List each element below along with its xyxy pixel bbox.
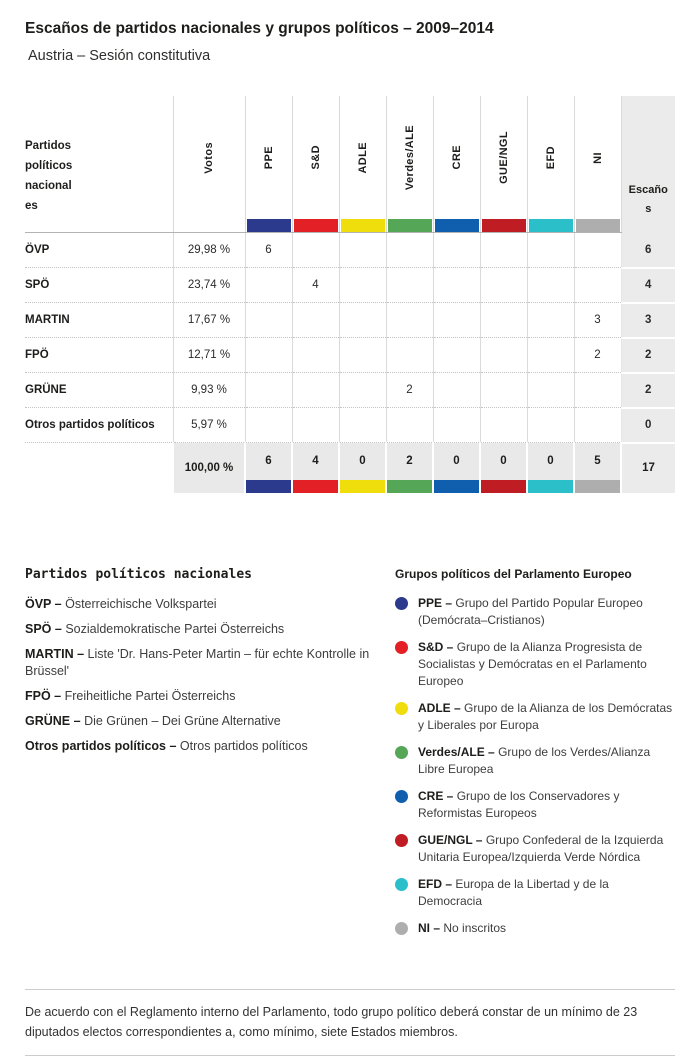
legend-parties-heading: Partidos políticos nacionales xyxy=(25,566,252,582)
legend-party-item: FPÖ – Freiheitliche Partei Österreichs xyxy=(25,688,236,703)
legend-group-item: EFD – Europa de la Libertad y de la Demo… xyxy=(395,876,675,910)
votes-cell: 12,71 % xyxy=(172,337,245,373)
total-votes: 100,00 % xyxy=(172,442,245,493)
table-row-fpo: FPÖ 12,71 % 2 2 xyxy=(25,336,675,373)
legend-groups-heading: Grupos políticos del Parlamento Europeo xyxy=(395,566,632,581)
col-header-cre: CRE xyxy=(432,96,480,233)
legend-group-item: S&D – Grupo de la Alianza Progresista de… xyxy=(395,639,675,690)
table-row-grune: GRÜNE 9,93 % 2 2 xyxy=(25,371,675,408)
group-color-bar-gue xyxy=(481,479,526,493)
legend-party-item: GRÜNE – Die Grünen – Dei Grüne Alternati… xyxy=(25,713,281,728)
votes-cell: 17,67 % xyxy=(172,302,245,338)
group-color-bar-adle xyxy=(340,479,385,493)
ni-color-dot xyxy=(395,921,408,935)
group-color-bar-verdes xyxy=(387,219,432,232)
legends: Partidos políticos nacionales ÖVP – Öste… xyxy=(25,567,675,947)
group-color-bar-gue xyxy=(481,219,526,232)
legend-group-item: GUE/NGL – Grupo Confederal de la Izquier… xyxy=(395,832,675,866)
party-name: MARTIN xyxy=(25,302,173,338)
adle-color-dot xyxy=(395,701,408,715)
gue-color-dot xyxy=(395,833,408,847)
party-name: ÖVP xyxy=(25,244,50,256)
group-color-bar-sd xyxy=(293,479,338,493)
party-name: SPÖ xyxy=(25,267,173,303)
table-row-spo: SPÖ 23,74 % 4 4 xyxy=(25,266,675,303)
col-header-ppe: PPE xyxy=(244,96,292,233)
group-color-bar-adle xyxy=(340,219,385,232)
group-color-bar-verdes xyxy=(387,479,432,493)
legend-party-item: SPÖ – Sozialdemokratische Partei Österre… xyxy=(25,621,285,636)
group-color-bar-ppe xyxy=(246,219,291,232)
sd-color-dot xyxy=(395,640,408,654)
efd-color-dot xyxy=(395,877,408,891)
seats-cell: 2 xyxy=(620,336,675,373)
header-row: Partidos políticos nacional es Votos PPE… xyxy=(25,96,675,233)
seats-cell: 4 xyxy=(620,266,675,303)
table-row-otros: Otros partidos políticos 5,97 % 0 xyxy=(25,406,675,443)
party-name: Otros partidos políticos xyxy=(25,407,173,443)
votes-cell: 29,98 % xyxy=(172,232,245,268)
seats-cell: 3 xyxy=(620,301,675,338)
votes-cell: 23,74 % xyxy=(172,267,245,303)
total-seats: 17 xyxy=(620,441,675,493)
cre-color-dot xyxy=(395,789,408,803)
col-header-adle: ADLE xyxy=(338,96,386,233)
group-color-bar-ni xyxy=(575,219,620,232)
legend-group-item: ADLE – Grupo de la Alianza de los Demócr… xyxy=(395,700,675,734)
legend-group-item: NI – No inscritos xyxy=(395,920,675,937)
footnote: De acuerdo con el Reglamento interno del… xyxy=(25,1004,638,1039)
seats-cell: 0 xyxy=(620,406,675,443)
page-title: Escaños de partidos nacionales y grupos … xyxy=(25,20,494,37)
group-color-bar-efd xyxy=(528,479,573,493)
group-color-bar-cre xyxy=(434,479,479,493)
group-color-bar-ppe xyxy=(246,479,291,493)
col-header-votes: Votos xyxy=(172,96,245,233)
table-row-ovp: ÖVP 29,98 % 6 6 xyxy=(25,232,675,268)
seats-cell: 6 xyxy=(620,232,675,268)
col-header-gue: GUE/NGL xyxy=(479,96,527,233)
page-subtitle: Austria – Sesión constitutiva xyxy=(28,48,211,64)
col-header-sd: S&D xyxy=(291,96,339,233)
legend-political-groups: Grupos políticos del Parlamento Europeo … xyxy=(395,567,675,947)
group-color-bar-ni xyxy=(575,479,620,493)
legend-group-item: PPE – Grupo del Partido Popular Europeo … xyxy=(395,595,675,629)
results-table: Partidos políticos nacional es Votos PPE… xyxy=(25,96,675,493)
col-header-efd: EFD xyxy=(526,96,574,233)
legend-national-parties: Partidos políticos nacionales ÖVP – Öste… xyxy=(25,567,375,947)
group-color-bar-cre xyxy=(434,219,479,232)
table-row-martin: MARTIN 17,67 % 3 3 xyxy=(25,301,675,338)
group-color-bar-efd xyxy=(528,219,573,232)
legend-group-item: CRE – Grupo de los Conservadores y Refor… xyxy=(395,788,675,822)
divider xyxy=(25,1054,675,1056)
col-header-verdes: Verdes/ALE xyxy=(385,96,433,233)
seats-cell: 2 xyxy=(620,371,675,408)
group-color-bar-sd xyxy=(293,219,338,232)
ppe-color-dot xyxy=(395,596,408,610)
party-name: GRÜNE xyxy=(25,372,173,408)
legend-party-item: Otros partidos políticos – Otros partido… xyxy=(25,738,308,753)
verdes-color-dot xyxy=(395,745,408,759)
legend-party-item: MARTIN – Liste 'Dr. Hans-Peter Martin – … xyxy=(25,646,370,678)
divider xyxy=(25,988,675,990)
party-name: FPÖ xyxy=(25,337,173,373)
total-color-bars xyxy=(25,479,675,493)
col-header-ni: NI xyxy=(573,96,621,233)
votes-cell: 5,97 % xyxy=(172,407,245,443)
col-header-seats: Escaño s xyxy=(620,96,675,233)
votes-cell: 9,93 % xyxy=(172,372,245,408)
legend-party-item: ÖVP – Österreichische Volkspartei xyxy=(25,596,217,611)
total-row: 100,00 % 6 4 0 2 0 0 0 5 17 xyxy=(25,441,675,493)
legend-group-item: Verdes/ALE – Grupo de los Verdes/Alianza… xyxy=(395,744,675,778)
col-header-parties: Partidos políticos nacional es xyxy=(25,96,173,233)
